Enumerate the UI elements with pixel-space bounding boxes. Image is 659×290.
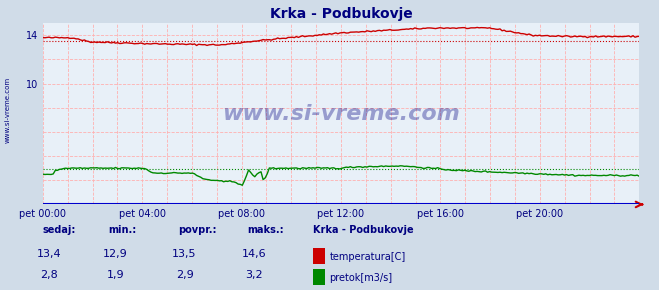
Text: 2,8: 2,8 <box>41 270 58 280</box>
Text: www.si-vreme.com: www.si-vreme.com <box>5 77 11 143</box>
Text: 3,2: 3,2 <box>245 270 262 280</box>
Text: Krka - Podbukovje: Krka - Podbukovje <box>313 225 414 235</box>
Text: 13,5: 13,5 <box>172 249 197 259</box>
Text: 2,9: 2,9 <box>176 270 193 280</box>
Text: sedaj:: sedaj: <box>43 225 76 235</box>
Text: 1,9: 1,9 <box>107 270 124 280</box>
Text: 13,4: 13,4 <box>37 249 62 259</box>
Text: maks.:: maks.: <box>247 225 284 235</box>
Title: Krka - Podbukovje: Krka - Podbukovje <box>270 7 413 21</box>
Text: min.:: min.: <box>109 225 137 235</box>
Text: temperatura[C]: temperatura[C] <box>330 252 406 262</box>
Text: www.si-vreme.com: www.si-vreme.com <box>222 104 460 124</box>
Text: povpr.:: povpr.: <box>178 225 216 235</box>
Text: 14,6: 14,6 <box>241 249 266 259</box>
Text: 12,9: 12,9 <box>103 249 128 259</box>
Text: pretok[m3/s]: pretok[m3/s] <box>330 273 393 283</box>
